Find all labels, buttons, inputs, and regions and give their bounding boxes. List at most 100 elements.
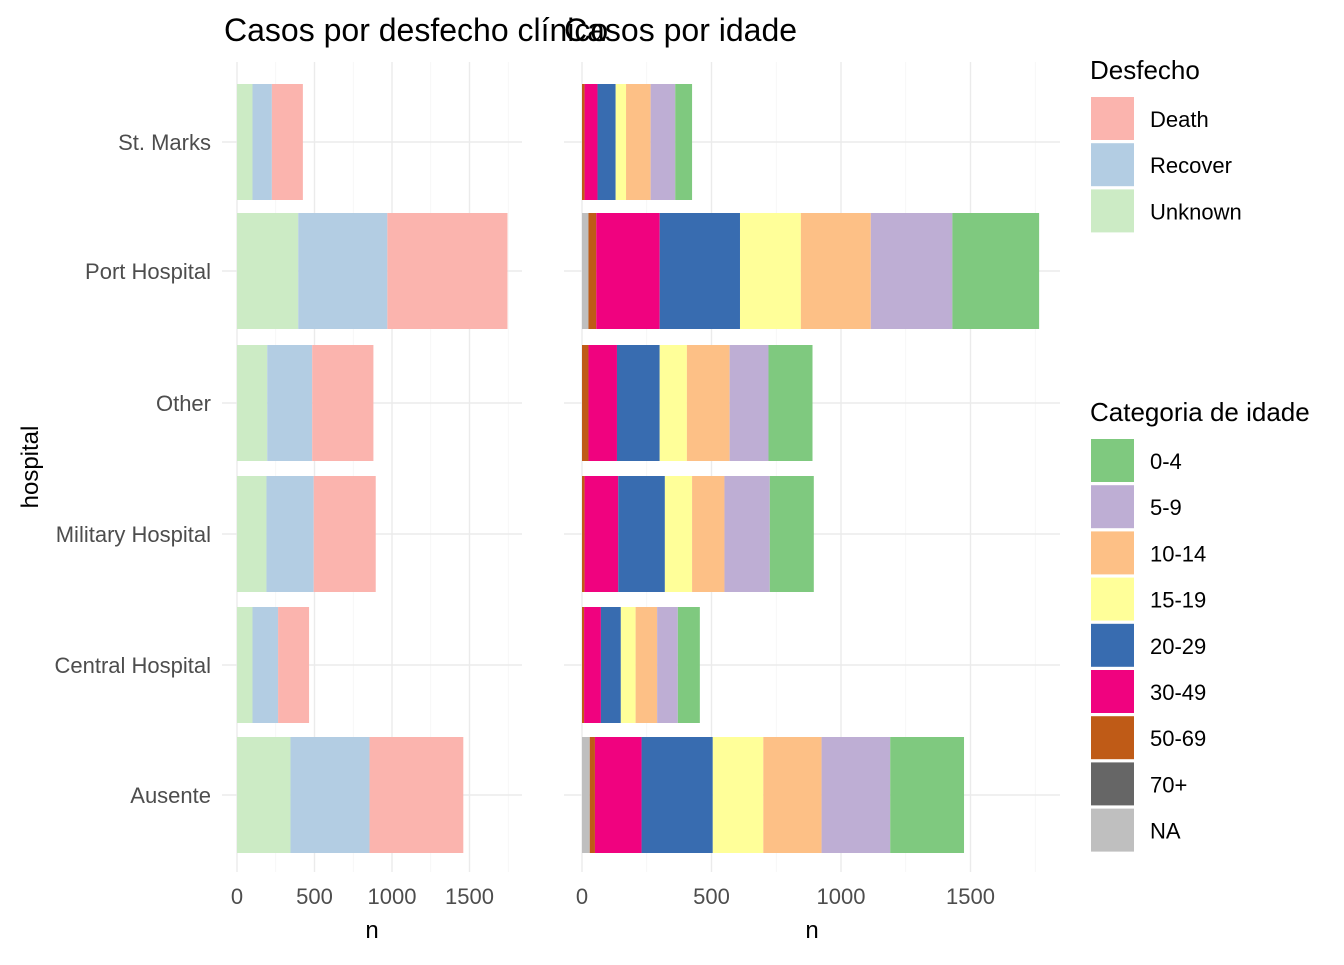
bar-segment-recover: [252, 607, 279, 723]
legend-key: [1091, 670, 1134, 713]
bar-segment-50-69: [582, 84, 585, 200]
bar-segment-10-14: [800, 213, 871, 329]
x-axis-title: n: [365, 917, 378, 944]
bar-segment-15-19: [620, 607, 636, 723]
x-tick-label: 0: [576, 884, 588, 909]
bar-segment-20-29: [597, 84, 616, 200]
bar-segment-15-19: [615, 84, 627, 200]
bar-segment-unknown: [237, 607, 253, 723]
bar-segment-recover: [252, 84, 272, 200]
x-tick-label: 500: [693, 884, 730, 909]
bar-segment-0-4: [952, 213, 1040, 329]
y-tick-label: Other: [156, 391, 211, 416]
bar-segment-30-49: [584, 476, 619, 592]
legend-label: 0-4: [1150, 449, 1182, 474]
bar-segment-15-19: [712, 737, 764, 853]
bar-segment-10-14: [686, 345, 730, 461]
bar-segment-unknown: [237, 737, 291, 853]
bar-segment-30-49: [588, 345, 617, 461]
bar-segment-na: [582, 737, 590, 853]
legend-label: Recover: [1150, 153, 1232, 178]
legend-label: NA: [1150, 819, 1181, 844]
legend-label: 70+: [1150, 772, 1187, 797]
legend-key: [1091, 143, 1134, 187]
bar-segment-50-69: [582, 476, 585, 592]
bar-segment-5-9: [650, 84, 676, 200]
legend-key: [1091, 531, 1134, 575]
legend-label: 10-14: [1150, 541, 1206, 566]
legend-key: [1091, 577, 1134, 621]
legend-label: Unknown: [1150, 199, 1242, 224]
bar-segment-10-14: [626, 84, 651, 200]
y-tick-label: St. Marks: [118, 130, 211, 155]
bar-segment-10-14: [692, 476, 725, 592]
y-tick-label: Central Hospital: [54, 653, 211, 678]
bar-segment-death: [312, 345, 374, 461]
bar-segment-30-49: [594, 737, 642, 853]
bar-segment-50-69: [589, 737, 595, 853]
bar-segment-unknown: [237, 476, 267, 592]
bar-segment-unknown: [237, 345, 268, 461]
x-tick-label: 500: [296, 884, 333, 909]
bar-segment-0-4: [768, 345, 813, 461]
chart-title: Casos por desfecho clínico: [224, 12, 608, 48]
bar-segment-30-49: [584, 607, 601, 723]
bar-segment-5-9: [657, 607, 678, 723]
bar-segment-50-69: [582, 345, 589, 461]
legend-key: [1091, 439, 1134, 482]
chart-title: Casos por idade: [564, 12, 797, 48]
bar-segment-unknown: [237, 84, 253, 200]
legend-label: 15-19: [1150, 588, 1206, 613]
bar-segment-recover: [267, 345, 313, 461]
bar-segment-15-19: [659, 345, 687, 461]
bar-segment-20-29: [600, 607, 621, 723]
x-axis-title: n: [805, 917, 818, 944]
legend-key: [1091, 189, 1134, 233]
legend-key: [1091, 716, 1134, 760]
bar-segment-20-29: [616, 345, 660, 461]
bar-segment-unknown: [237, 213, 299, 329]
bar-segment-death: [369, 737, 464, 853]
bar-segment-recover: [290, 737, 370, 853]
bar-segment-20-29: [618, 476, 665, 592]
legend-label: 30-49: [1150, 680, 1206, 705]
bar-segment-5-9: [729, 345, 769, 461]
legend-key: [1091, 485, 1134, 529]
bar-segment-0-4: [890, 737, 965, 853]
bar-segment-death: [278, 607, 310, 723]
bar-segment-0-4: [677, 607, 700, 723]
legend-key: [1091, 623, 1134, 667]
bar-segment-na: [582, 213, 589, 329]
legend-title: Desfecho: [1090, 55, 1200, 85]
bar-segment-recover: [266, 476, 314, 592]
y-axis-title: hospital: [17, 426, 44, 509]
x-tick-label: 1500: [445, 884, 494, 909]
bar-segment-10-14: [763, 737, 822, 853]
legend-key: [1091, 808, 1134, 852]
bar-segment-50-69: [582, 607, 585, 723]
legend-key: [1091, 762, 1134, 806]
x-tick-label: 1500: [946, 884, 995, 909]
x-tick-label: 1000: [368, 884, 417, 909]
bar-segment-recover: [298, 213, 388, 329]
bar-segment-5-9: [724, 476, 770, 592]
legend-label: 20-29: [1150, 634, 1206, 659]
legend-key: [1091, 97, 1134, 140]
legend-title: Categoria de idade: [1090, 397, 1310, 427]
bar-segment-5-9: [870, 213, 953, 329]
bar-segment-0-4: [769, 476, 814, 592]
x-tick-label: 0: [231, 884, 243, 909]
bar-segment-10-14: [635, 607, 658, 723]
x-tick-label: 1000: [817, 884, 866, 909]
bar-segment-30-49: [584, 84, 598, 200]
y-tick-label: Port Hospital: [85, 259, 211, 284]
bar-segment-15-19: [739, 213, 801, 329]
bar-segment-5-9: [821, 737, 891, 853]
y-tick-label: Military Hospital: [56, 522, 211, 547]
bar-segment-20-29: [641, 737, 713, 853]
bar-segment-0-4: [675, 84, 693, 200]
legend-label: 5-9: [1150, 495, 1182, 520]
y-tick-label: Ausente: [130, 783, 211, 808]
